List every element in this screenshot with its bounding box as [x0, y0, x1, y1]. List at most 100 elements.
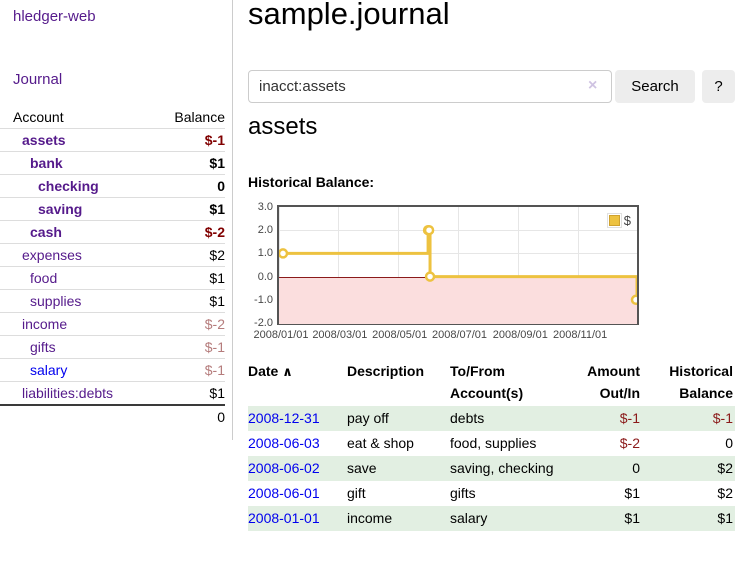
account-link-cash[interactable]: cash: [30, 224, 62, 240]
account-row-salary: salary $-1: [0, 359, 225, 382]
transaction-date-link[interactable]: 2008-01-01: [248, 510, 320, 526]
search-button[interactable]: Search: [615, 70, 695, 103]
transaction-accounts: saving, checking: [450, 456, 570, 481]
transaction-date-link[interactable]: 2008-12-31: [248, 410, 320, 426]
account-row-bank: bank $1: [0, 152, 225, 175]
accounts-total-value: 0: [155, 405, 225, 428]
transaction-balance: 0: [642, 431, 735, 456]
x-axis-tick: 2008/01/01: [253, 329, 308, 341]
account-row-income: income $-2: [0, 313, 225, 336]
account-row-expenses: expenses $2: [0, 244, 225, 267]
register-col-balance: Historical Balance: [642, 358, 735, 406]
accounts-total-row: 0: [0, 405, 225, 428]
help-button[interactable]: ?: [702, 70, 735, 103]
account-balance: $-1: [155, 359, 225, 382]
x-axis-tick: 2008/03/01: [312, 329, 367, 341]
account-link-checking[interactable]: checking: [38, 178, 99, 194]
account-link-income[interactable]: income: [22, 316, 67, 332]
historical-balance-chart: 3.0 2.0 1.0 0.0 -1.0 -2.0 $ 2008/01/01 2008/03…: [248, 200, 735, 342]
account-row-assets: assets $-1: [0, 129, 225, 152]
transaction-description: pay off: [347, 406, 450, 431]
transaction-amount: $1: [570, 506, 642, 531]
account-heading: assets: [248, 113, 317, 141]
account-link-gifts[interactable]: gifts: [30, 339, 56, 355]
chart-title: Historical Balance:: [248, 174, 374, 190]
transaction-description: income: [347, 506, 450, 531]
account-balance: $2: [155, 244, 225, 267]
register-row: 2008-06-02 save saving, checking 0 $2: [248, 456, 735, 481]
y-axis-tick: -1.0: [254, 294, 273, 306]
transaction-description: gift: [347, 481, 450, 506]
transaction-accounts: debts: [450, 406, 570, 431]
transaction-date-link[interactable]: 2008-06-02: [248, 460, 320, 476]
account-balance: $-2: [155, 221, 225, 244]
transaction-description: eat & shop: [347, 431, 450, 456]
y-axis-tick: 2.0: [258, 224, 273, 236]
transaction-amount: $-2: [570, 431, 642, 456]
account-balance: $-1: [155, 129, 225, 152]
transaction-accounts: gifts: [450, 481, 570, 506]
sidebar: hledger-web Journal Account Balance asse…: [0, 0, 233, 440]
transaction-description: save: [347, 456, 450, 481]
x-axis-tick: 2008/11/01: [553, 329, 607, 341]
register-col-description: Description: [347, 358, 450, 406]
legend-label: $: [624, 213, 631, 228]
account-link-salary[interactable]: salary: [30, 362, 67, 378]
transaction-amount: 0: [570, 456, 642, 481]
page-title: sample.journal: [248, 0, 450, 32]
register-row: 2008-12-31 pay off debts $-1 $-1: [248, 406, 735, 431]
account-row-gifts: gifts $-1: [0, 336, 225, 359]
account-balance: $1: [155, 382, 225, 406]
chart-legend: $: [605, 212, 633, 229]
search-form: × Search ?: [248, 70, 735, 103]
accounts-col-balance: Balance: [155, 106, 225, 129]
y-axis-tick: 0.0: [258, 271, 273, 283]
register-row: 2008-01-01 income salary $1 $1: [248, 506, 735, 531]
account-row-food: food $1: [0, 267, 225, 290]
account-link-liabilities-debts[interactable]: liabilities:debts: [22, 385, 113, 401]
x-axis-tick: 2008/07/01: [432, 329, 487, 341]
transaction-accounts: salary: [450, 506, 570, 531]
chart-plot-area[interactable]: $: [277, 205, 639, 325]
transaction-accounts: food, supplies: [450, 431, 570, 456]
x-axis-tick: 2008/05/01: [372, 329, 427, 341]
register-row: 2008-06-01 gift gifts $1 $2: [248, 481, 735, 506]
brand-link[interactable]: hledger-web: [13, 8, 96, 25]
search-input[interactable]: [248, 70, 612, 103]
account-link-bank[interactable]: bank: [30, 155, 63, 171]
account-link-expenses[interactable]: expenses: [22, 247, 82, 263]
chart-y-axis: 3.02.01.00.0-1.0-2.0: [248, 205, 273, 325]
account-row-liabilities-debts: liabilities:debts $1: [0, 382, 225, 406]
account-balance: $-1: [155, 336, 225, 359]
accounts-table: Account Balance assets $-1 bank $1 check…: [0, 106, 225, 428]
y-axis-tick: 3.0: [258, 201, 273, 213]
chart-line-series: [279, 207, 637, 323]
account-balance: $1: [155, 198, 225, 221]
account-balance: $1: [155, 152, 225, 175]
y-axis-tick: 1.0: [258, 247, 273, 259]
transaction-balance: $2: [642, 456, 735, 481]
chart-x-axis: 2008/01/012008/03/012008/05/012008/07/01…: [279, 329, 679, 343]
transaction-amount: $-1: [570, 406, 642, 431]
account-link-assets[interactable]: assets: [22, 132, 66, 148]
register-table: Date ∧ Description To/From Account(s) Am…: [248, 358, 735, 531]
sidebar-item-journal[interactable]: Journal: [13, 71, 62, 88]
account-row-supplies: supplies $1: [0, 290, 225, 313]
account-balance: $1: [155, 290, 225, 313]
transaction-date-link[interactable]: 2008-06-03: [248, 435, 320, 451]
transaction-balance: $1: [642, 506, 735, 531]
main-content: sample.journal × Search ? assets Histori…: [248, 0, 735, 582]
register-row: 2008-06-03 eat & shop food, supplies $-2…: [248, 431, 735, 456]
transaction-balance: $2: [642, 481, 735, 506]
register-header-row: Date ∧ Description To/From Account(s) Am…: [248, 358, 735, 406]
account-link-saving[interactable]: saving: [38, 201, 82, 217]
account-row-cash: cash $-2: [0, 221, 225, 244]
sort-ascending-icon: ∧: [282, 364, 293, 379]
y-axis-tick: -2.0: [254, 317, 273, 329]
clear-search-icon[interactable]: ×: [588, 77, 597, 95]
x-axis-tick: 2008/09/01: [493, 329, 548, 341]
account-link-food[interactable]: food: [30, 270, 57, 286]
transaction-date-link[interactable]: 2008-06-01: [248, 485, 320, 501]
account-link-supplies[interactable]: supplies: [30, 293, 81, 309]
register-col-date[interactable]: Date ∧: [248, 358, 347, 406]
